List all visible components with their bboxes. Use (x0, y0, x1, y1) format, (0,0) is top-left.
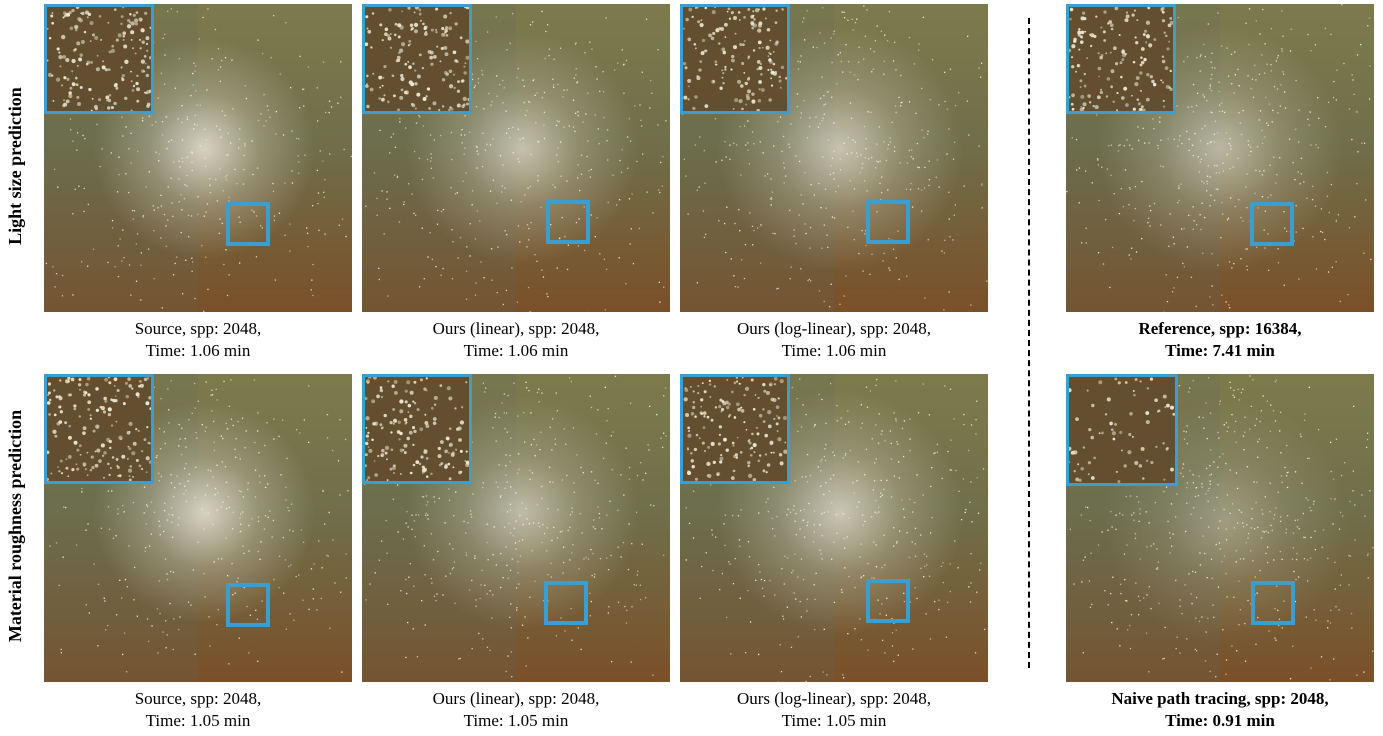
panel-row2-ours-log-linear (680, 374, 988, 682)
caption-line: Time: 1.06 min (781, 341, 887, 360)
row-label-light-size: Light size prediction (5, 87, 25, 245)
roi-box (226, 583, 270, 627)
column-divider (1028, 18, 1030, 668)
panel-row1-ours-log-linear (680, 4, 988, 312)
roi-box (546, 200, 590, 244)
roi-box (866, 200, 910, 244)
caption-row1-ours-log-linear: Ours (log-linear), spp: 2048, Time: 1.06… (669, 318, 999, 362)
panel-row2-naive-path-tracing (1066, 374, 1374, 682)
row-label-material-roughness: Material roughness prediction (5, 409, 25, 643)
roi-box (1251, 581, 1295, 625)
caption-row1-ours-linear: Ours (linear), spp: 2048, Time: 1.06 min (351, 318, 681, 362)
zoom-inset (1066, 4, 1176, 114)
caption-line: Ours (linear), spp: 2048, (432, 319, 600, 338)
caption-row1-reference: Reference, spp: 16384, Time: 7.41 min (1055, 318, 1383, 362)
roi-box (866, 579, 910, 623)
caption-row2-source: Source, spp: 2048, Time: 1.05 min (33, 688, 363, 732)
rendered-image (1066, 374, 1374, 682)
caption-line: Time: 1.05 min (781, 711, 887, 730)
caption-row2-ours-linear: Ours (linear), spp: 2048, Time: 1.05 min (351, 688, 681, 732)
roi-box (544, 581, 588, 625)
panel-row1-ours-linear (362, 4, 670, 312)
caption-row1-source: Source, spp: 2048, Time: 1.06 min (33, 318, 363, 362)
zoom-inset (44, 374, 154, 484)
caption-line: Naive path tracing, spp: 2048, (1111, 689, 1329, 708)
caption-line: Time: 1.05 min (145, 711, 251, 730)
caption-line: Reference, spp: 16384, (1138, 319, 1302, 338)
panel-row1-source (44, 4, 352, 312)
caption-line: Source, spp: 2048, (134, 319, 262, 338)
zoom-inset (680, 4, 790, 114)
caption-line: Source, spp: 2048, (134, 689, 262, 708)
zoom-inset (680, 374, 790, 484)
zoom-inset (362, 374, 472, 484)
rendered-image (680, 374, 988, 682)
roi-box (226, 202, 270, 246)
caption-row2-naive-path-tracing: Naive path tracing, spp: 2048, Time: 0.9… (1055, 688, 1383, 732)
caption-line: Time: 1.06 min (145, 341, 251, 360)
caption-line: Ours (log-linear), spp: 2048, (736, 689, 932, 708)
caption-line: Time: 7.41 min (1165, 341, 1275, 360)
caption-line: Time: 1.06 min (463, 341, 569, 360)
caption-row2-ours-log-linear: Ours (log-linear), spp: 2048, Time: 1.05… (669, 688, 999, 732)
rendered-image (44, 374, 352, 682)
panel-row2-source (44, 374, 352, 682)
caption-line: Time: 0.91 min (1165, 711, 1275, 730)
panel-row1-reference (1066, 4, 1374, 312)
caption-line: Ours (log-linear), spp: 2048, (736, 319, 932, 338)
caption-line: Ours (linear), spp: 2048, (432, 689, 600, 708)
caption-line: Time: 1.05 min (463, 711, 569, 730)
rendered-image (680, 4, 988, 312)
zoom-inset (44, 4, 154, 114)
zoom-inset (1066, 374, 1178, 486)
panel-row2-ours-linear (362, 374, 670, 682)
zoom-inset (362, 4, 472, 114)
roi-box (1250, 202, 1294, 246)
